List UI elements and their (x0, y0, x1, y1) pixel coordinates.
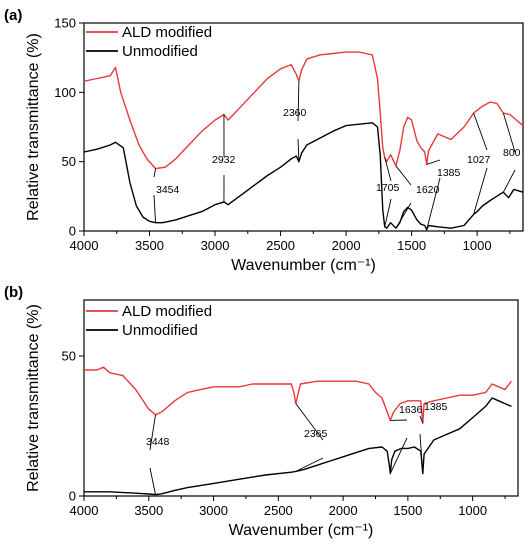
peak-leader-line (473, 167, 488, 215)
legend-label-unmodified: Unmodified (122, 43, 198, 60)
peak-label: 1385 (437, 167, 461, 179)
peak-label: 2360 (283, 107, 307, 119)
x-tick-label: 1000 (463, 238, 492, 253)
x-tick-label: 3000 (201, 238, 230, 253)
peak-leader-line (149, 467, 156, 495)
peak-label: 3454 (156, 184, 180, 196)
peak-leader-line (419, 415, 424, 424)
peak-leader-line (149, 414, 156, 451)
peak-leader-line (295, 457, 324, 472)
x-tick-label: 1500 (393, 503, 422, 518)
peak-label: 1620 (416, 184, 440, 196)
peak-label: 1027 (467, 154, 491, 166)
x-tick-label: 3000 (199, 503, 228, 518)
plot-frame (83, 22, 524, 232)
legend-label-ald-modified: ALD modified (122, 303, 212, 320)
x-axis-title: Wavenumber (cm⁻¹) (231, 257, 376, 274)
peak-leader-line (153, 194, 156, 223)
x-tick-label: 1500 (397, 238, 426, 253)
peak-leader-line (153, 168, 156, 178)
x-tick-label: 2000 (329, 503, 358, 518)
x-tick-label: 1000 (458, 503, 487, 518)
peak-leader-line (426, 177, 441, 230)
panel-label: (a) (4, 7, 22, 24)
x-tick-label: 2000 (332, 238, 361, 253)
series-line-ald-modified (83, 51, 524, 170)
peak-label: 3448 (146, 436, 170, 448)
peak-leader-line (297, 81, 300, 122)
series-line-unmodified (84, 397, 512, 496)
peak-label: 1385 (424, 401, 448, 413)
peak-leader-line (502, 169, 516, 193)
legend-label-ald-modified: ALD modified (122, 24, 212, 41)
x-tick-label: 3500 (135, 238, 164, 253)
y-tick-label: 50 (62, 349, 76, 364)
peak-leader-line (395, 202, 412, 229)
peak-leader-line (295, 403, 324, 441)
x-tick-label: 4000 (70, 238, 99, 253)
x-tick-label: 2500 (266, 238, 295, 253)
y-tick-label: 0 (69, 224, 76, 239)
y-axis-title: Relative transmittance (%) (25, 304, 42, 492)
y-tick-label: 0 (69, 489, 76, 504)
y-axis-title: Relative transmittance (%) (25, 33, 42, 221)
peak-label: 1705 (376, 182, 400, 194)
series-line-unmodified (83, 122, 524, 231)
peak-leader-line (297, 138, 300, 162)
peak-leader-line (473, 112, 488, 151)
plot-frame (83, 299, 519, 497)
peak-label: 800 (503, 147, 521, 159)
x-tick-label: 4000 (70, 503, 99, 518)
y-tick-label: 50 (62, 154, 76, 169)
peak-label: 1636 (399, 404, 423, 416)
peak-leader-line (384, 157, 392, 182)
peak-label: 2932 (212, 154, 236, 166)
panel-label: (b) (4, 284, 23, 301)
x-tick-label: 3500 (134, 503, 163, 518)
peak-leader-line (389, 437, 408, 474)
peak-label: 2365 (304, 428, 328, 440)
y-tick-label: 100 (54, 85, 76, 100)
peak-leader-line (395, 165, 412, 186)
series-line-ald-modified (84, 366, 513, 424)
peak-leader-line (384, 198, 392, 227)
legend-label-unmodified: Unmodified (122, 322, 198, 339)
peak-leader-line (502, 113, 516, 153)
x-tick-label: 2500 (264, 503, 293, 518)
x-axis-title: Wavenumber (cm⁻¹) (229, 522, 374, 539)
peak-leader-line (419, 433, 424, 474)
y-tick-label: 150 (54, 16, 76, 31)
peak-leader-line (426, 159, 441, 165)
